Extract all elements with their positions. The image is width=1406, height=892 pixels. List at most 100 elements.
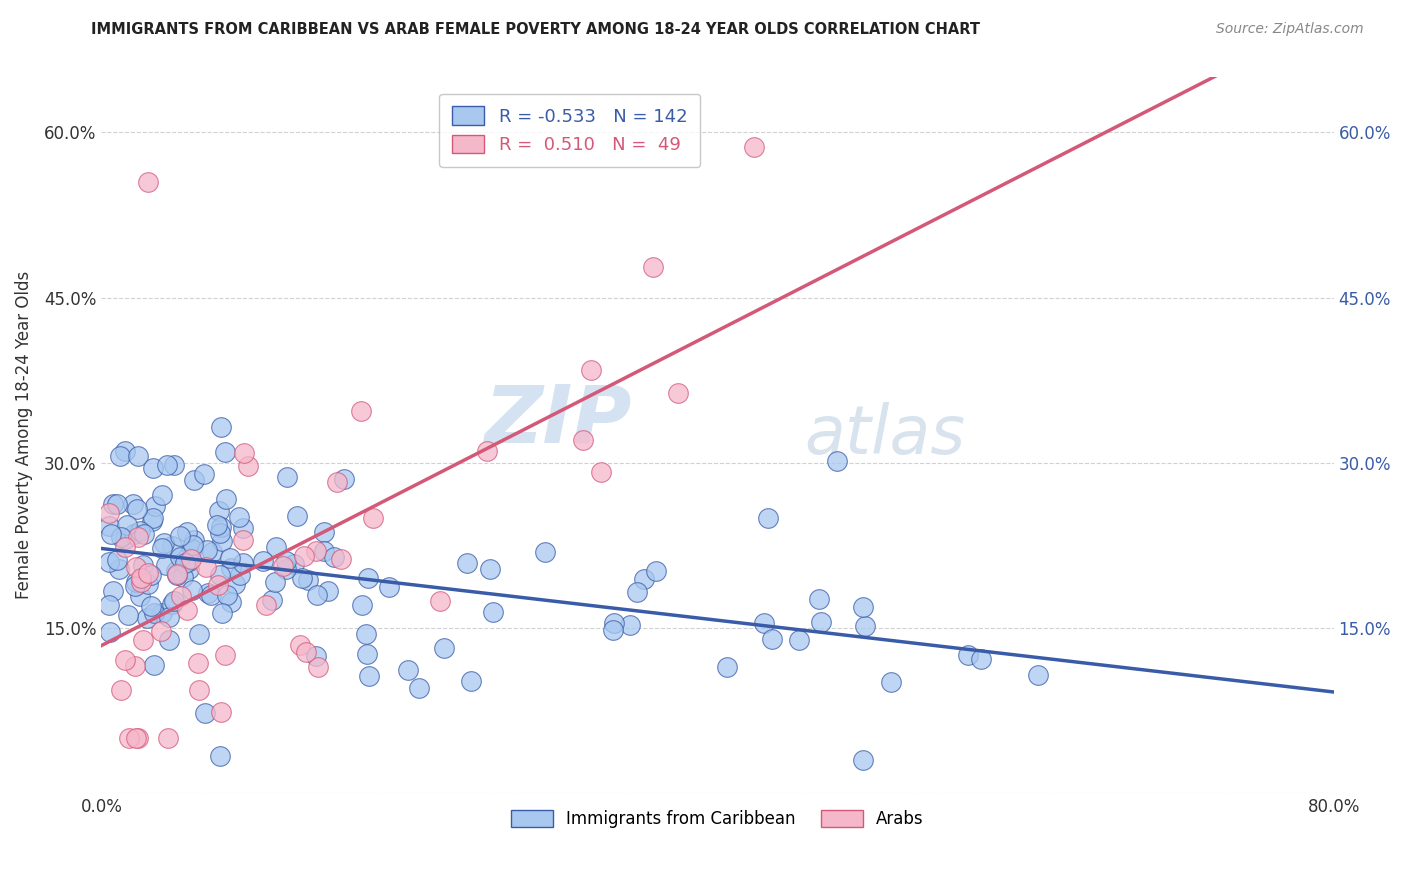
Point [150, 606, 173, 620]
Point [619, 617, 641, 632]
Point [853, 619, 876, 633]
Point [295, 645, 318, 659]
Point [957, 648, 980, 662]
Point [236, 459, 259, 474]
Point [271, 558, 294, 573]
Point [233, 446, 256, 460]
Point [138, 577, 160, 591]
Text: IMMIGRANTS FROM CARIBBEAN VS ARAB FEMALE POVERTY AMONG 18-24 YEAR OLDS CORRELATI: IMMIGRANTS FROM CARIBBEAN VS ARAB FEMALE… [91, 22, 980, 37]
Point [357, 571, 380, 585]
Point [460, 674, 482, 689]
Point [142, 511, 165, 525]
Point [98, 599, 121, 613]
Point [129, 574, 152, 589]
Point [181, 582, 204, 597]
Point [356, 647, 378, 661]
Point [180, 541, 202, 556]
Point [297, 574, 319, 588]
Point [98, 555, 121, 569]
Point [209, 420, 232, 434]
Point [633, 572, 655, 586]
Point [209, 705, 232, 719]
Point [752, 616, 775, 631]
Point [211, 534, 233, 549]
Point [224, 576, 246, 591]
Point [209, 568, 232, 582]
Point [187, 682, 209, 697]
Point [122, 526, 145, 541]
Point [160, 597, 183, 611]
Point [970, 651, 993, 665]
Point [602, 615, 624, 630]
Point [124, 579, 146, 593]
Point [108, 449, 131, 463]
Point [825, 453, 848, 467]
Point [143, 658, 166, 673]
Point [195, 559, 218, 574]
Point [136, 610, 159, 624]
Point [332, 472, 354, 486]
Point [208, 504, 231, 518]
Point [98, 519, 121, 533]
Point [152, 541, 174, 555]
Point [132, 558, 155, 572]
Point [572, 434, 595, 448]
Point [361, 511, 384, 525]
Point [283, 557, 305, 571]
Point [207, 577, 229, 591]
Point [742, 140, 765, 154]
Point [100, 527, 122, 541]
Point [163, 593, 186, 607]
Point [589, 465, 612, 479]
Point [807, 592, 830, 607]
Point [163, 458, 186, 473]
Point [716, 659, 738, 673]
Point [110, 683, 132, 698]
Point [232, 556, 254, 570]
Point [211, 606, 233, 620]
Point [214, 648, 236, 662]
Point [200, 588, 222, 602]
Point [157, 610, 180, 624]
Point [155, 558, 177, 573]
Point [329, 552, 352, 566]
Point [117, 731, 139, 745]
Point [197, 586, 219, 600]
Point [810, 615, 832, 630]
Point [103, 584, 125, 599]
Point [141, 568, 163, 582]
Point [195, 543, 218, 558]
Point [114, 541, 136, 555]
Point [666, 385, 689, 400]
Text: atlas: atlas [804, 402, 965, 468]
Point [396, 663, 419, 677]
Point [262, 593, 284, 607]
Point [165, 564, 187, 578]
Point [408, 681, 430, 696]
Point [127, 530, 149, 544]
Point [232, 521, 254, 535]
Point [114, 443, 136, 458]
Point [176, 524, 198, 539]
Point [316, 583, 339, 598]
Point [266, 541, 288, 555]
Point [209, 519, 232, 533]
Point [143, 499, 166, 513]
Point [107, 553, 129, 567]
Point [101, 497, 124, 511]
Point [304, 544, 326, 558]
Point [110, 530, 132, 544]
Point [626, 585, 648, 599]
Text: ZIP: ZIP [484, 382, 631, 459]
Text: Source: ZipAtlas.com: Source: ZipAtlas.com [1216, 22, 1364, 37]
Point [756, 511, 779, 525]
Point [433, 641, 456, 656]
Point [217, 588, 239, 602]
Point [183, 533, 205, 547]
Point [166, 568, 188, 582]
Point [305, 648, 328, 663]
Point [114, 653, 136, 667]
Point [274, 554, 297, 568]
Point [479, 562, 502, 576]
Point [125, 560, 148, 574]
